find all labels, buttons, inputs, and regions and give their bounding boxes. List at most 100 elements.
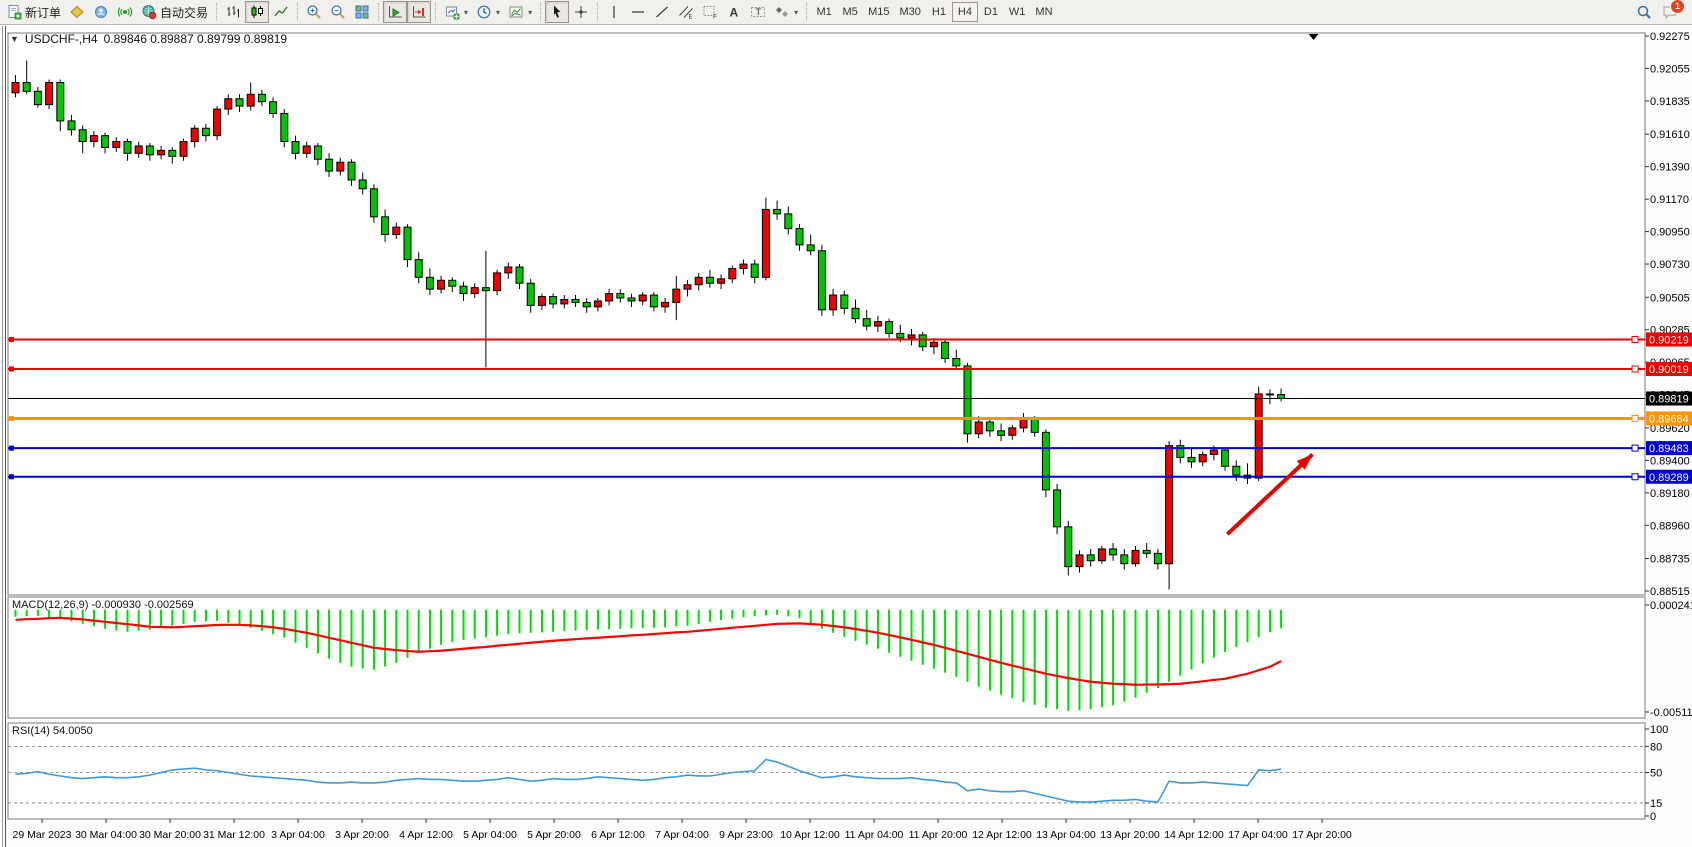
templates-button[interactable]: ▾ [504, 1, 536, 23]
candle [1109, 543, 1118, 561]
candle [246, 82, 255, 111]
signals-icon [117, 7, 133, 17]
svg-text:F: F [713, 14, 717, 21]
candle [605, 289, 614, 306]
line-handle [1631, 473, 1639, 481]
trendline-button[interactable] [650, 1, 674, 23]
time-axis-label: 31 Mar 12:00 [203, 829, 265, 841]
candle [56, 79, 65, 132]
candle [537, 293, 546, 310]
crosshair-icon [575, 6, 588, 18]
macd-indicator-label: MACD(12,26,9) -0.000930 -0.002569 [12, 599, 194, 611]
line-chart-button[interactable] [269, 1, 293, 23]
zoom-in-button[interactable] [302, 1, 326, 23]
chat-button[interactable]: 1 [1662, 0, 1685, 20]
cursor-button[interactable] [545, 1, 570, 23]
auto-scroll-button[interactable] [383, 1, 408, 23]
candle [1142, 543, 1151, 558]
autotrading-icon [142, 5, 157, 20]
candle [358, 172, 367, 195]
horizontal-line-0.89289[interactable] [8, 473, 1645, 481]
horizontal-line-0.89684[interactable] [8, 414, 1645, 422]
svg-text:E: E [689, 15, 693, 21]
arrows-button[interactable]: ▾ [770, 1, 802, 23]
text-button[interactable]: A [722, 1, 746, 23]
autotrading-label: 自动交易 [160, 5, 209, 20]
search-icon[interactable] [1636, 4, 1652, 20]
chart-shift-button[interactable] [407, 1, 432, 23]
candle [717, 274, 726, 290]
price-badge-label: 0.89684 [1649, 413, 1689, 425]
candle [1041, 429, 1050, 498]
price-badge-label: 0.89819 [1649, 394, 1689, 406]
toolbar-right: 1 [1636, 0, 1690, 20]
periods-button[interactable]: ▾ [472, 1, 504, 23]
candle [862, 309, 871, 331]
new-order-button[interactable]: 新订单 [2, 1, 65, 23]
candle [325, 153, 334, 177]
candle [1165, 441, 1174, 590]
price-badge-label: 0.90219 [1649, 334, 1689, 346]
zoom-in-icon [307, 5, 321, 19]
timeframe-m1[interactable]: M1 [811, 2, 837, 22]
rsi-scale-label: 100 [1650, 724, 1668, 736]
time-axis-label: 30 Mar 04:00 [75, 829, 137, 841]
line-handle [9, 415, 14, 421]
chart-shift-marker[interactable] [1308, 34, 1319, 40]
rsi-indicator-label: RSI(14) 54.0050 [12, 725, 93, 737]
price-tick-label: 0.91170 [1650, 194, 1689, 206]
timeframe-m5[interactable]: M5 [837, 2, 863, 22]
signals-button[interactable] [113, 1, 137, 23]
arrows-icon [776, 7, 789, 17]
candle [761, 197, 770, 281]
candle [381, 209, 390, 242]
timeframe-group: M1 M5 M15 M30 H1 H4 D1 W1 MN [811, 2, 1057, 22]
timeframe-w1[interactable]: W1 [1004, 2, 1031, 22]
chart-window: 0.92275 0.92055 0.91835 0.91610 0.91390 0.911… [0, 26, 1692, 847]
zoom-out-button[interactable] [326, 1, 350, 23]
candle [616, 289, 625, 303]
candle [168, 147, 177, 164]
candle [1120, 548, 1129, 570]
fibonacci-button[interactable]: F [698, 1, 722, 23]
candlestick-chart-button[interactable] [245, 1, 270, 23]
profile-button[interactable] [65, 1, 89, 23]
vertical-line-button[interactable] [602, 1, 626, 23]
new-chart-button[interactable]: ▾ [440, 1, 472, 23]
horizontal-line-0.90019[interactable] [8, 365, 1645, 373]
tile-windows-button[interactable] [350, 1, 374, 23]
price-tick-label: 0.92055 [1650, 63, 1690, 75]
timeframe-h4[interactable]: H4 [951, 2, 978, 22]
candle [280, 109, 289, 148]
time-axis-label: 3 Apr 20:00 [335, 829, 389, 841]
candle [1097, 545, 1106, 564]
bar-chart-icon [227, 6, 240, 18]
candle [795, 224, 804, 251]
horizontal-line-button[interactable] [626, 1, 650, 23]
notification-badge: 1 [1670, 0, 1685, 14]
community-button[interactable] [89, 1, 113, 23]
timeframe-m15[interactable]: M15 [863, 2, 894, 22]
line-handle [9, 474, 14, 480]
timeframe-m30[interactable]: M30 [895, 2, 926, 22]
trend-arrow-annotation[interactable] [1225, 453, 1314, 536]
time-axis-label: 3 Apr 04:00 [271, 829, 325, 841]
timeframe-mn[interactable]: MN [1030, 2, 1057, 22]
horizontal-line-0.89483[interactable] [8, 444, 1645, 452]
window-menu-icon[interactable]: ▼ [10, 34, 19, 44]
bar-chart-button[interactable] [221, 1, 245, 23]
text-label-icon: T [751, 7, 766, 17]
main-price-pane [7, 32, 1646, 596]
timeframe-d1[interactable]: D1 [978, 2, 1004, 22]
equidistant-channel-button[interactable]: E [674, 1, 698, 23]
horizontal-line-0.90219[interactable] [8, 335, 1645, 343]
timeframe-h1[interactable]: H1 [926, 2, 952, 22]
candle [224, 94, 233, 115]
candle [45, 79, 54, 110]
time-axis-label: 17 Apr 20:00 [1292, 829, 1352, 841]
text-label-button[interactable]: T [746, 1, 770, 23]
autotrading-button[interactable]: 自动交易 [137, 1, 212, 23]
candle [515, 264, 524, 290]
rsi-scale-label: 80 [1650, 741, 1662, 753]
crosshair-button[interactable] [569, 1, 593, 23]
